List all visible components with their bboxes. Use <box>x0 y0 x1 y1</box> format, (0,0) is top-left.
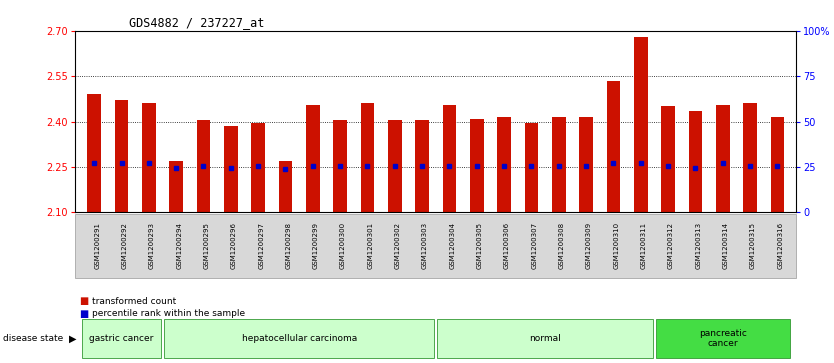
Text: GSM1200295: GSM1200295 <box>203 223 209 269</box>
Bar <box>169 161 183 212</box>
Bar <box>388 120 402 212</box>
Text: GSM1200312: GSM1200312 <box>668 223 674 269</box>
Bar <box>771 117 784 212</box>
Text: hepatocellular carcinoma: hepatocellular carcinoma <box>242 334 357 343</box>
Text: GSM1200298: GSM1200298 <box>285 223 291 269</box>
Text: GSM1200308: GSM1200308 <box>559 223 565 269</box>
Bar <box>661 106 675 212</box>
Bar <box>142 103 156 212</box>
Text: GSM1200304: GSM1200304 <box>450 223 455 269</box>
Text: GSM1200294: GSM1200294 <box>176 223 182 269</box>
Text: GSM1200296: GSM1200296 <box>231 223 237 269</box>
Bar <box>224 126 238 212</box>
Bar <box>88 94 101 212</box>
Text: pancreatic
cancer: pancreatic cancer <box>699 329 746 348</box>
Text: GSM1200310: GSM1200310 <box>613 223 620 269</box>
Text: GSM1200305: GSM1200305 <box>477 223 483 269</box>
Text: GSM1200299: GSM1200299 <box>313 223 319 269</box>
Text: GSM1200307: GSM1200307 <box>531 223 537 269</box>
Text: ■: ■ <box>79 296 88 306</box>
Text: GSM1200292: GSM1200292 <box>122 223 128 269</box>
Bar <box>689 111 702 212</box>
Bar <box>552 117 565 212</box>
Text: disease state: disease state <box>3 334 63 343</box>
Text: GSM1200306: GSM1200306 <box>504 223 510 269</box>
Text: normal: normal <box>530 334 561 343</box>
Bar <box>251 123 265 212</box>
Text: ■: ■ <box>79 309 88 319</box>
Text: GSM1200309: GSM1200309 <box>586 223 592 269</box>
Text: GSM1200316: GSM1200316 <box>777 223 783 269</box>
Bar <box>716 105 730 212</box>
Bar <box>497 117 511 212</box>
Text: GSM1200314: GSM1200314 <box>723 223 729 269</box>
Bar <box>360 103 374 212</box>
Text: GSM1200303: GSM1200303 <box>422 223 428 269</box>
Bar <box>580 117 593 212</box>
Text: GSM1200302: GSM1200302 <box>394 223 401 269</box>
Bar <box>334 120 347 212</box>
Text: gastric cancer: gastric cancer <box>89 334 153 343</box>
Bar <box>443 105 456 212</box>
Bar <box>115 101 128 212</box>
Text: GSM1200291: GSM1200291 <box>94 223 100 269</box>
Text: GDS4882 / 237227_at: GDS4882 / 237227_at <box>129 16 264 29</box>
Text: GSM1200297: GSM1200297 <box>259 223 264 269</box>
Bar <box>525 123 538 212</box>
Bar <box>306 105 319 212</box>
Bar <box>197 120 210 212</box>
Text: GSM1200311: GSM1200311 <box>641 223 646 269</box>
Bar <box>279 161 292 212</box>
Text: transformed count: transformed count <box>92 297 176 306</box>
Bar <box>415 120 429 212</box>
Bar <box>743 103 756 212</box>
Bar <box>470 119 484 212</box>
Text: GSM1200301: GSM1200301 <box>368 223 374 269</box>
Text: GSM1200293: GSM1200293 <box>148 223 155 269</box>
Text: ▶: ▶ <box>69 334 77 343</box>
Text: GSM1200315: GSM1200315 <box>750 223 756 269</box>
Text: percentile rank within the sample: percentile rank within the sample <box>92 310 245 318</box>
Text: GSM1200300: GSM1200300 <box>340 223 346 269</box>
Bar <box>606 81 620 212</box>
Bar <box>634 37 647 212</box>
Text: GSM1200313: GSM1200313 <box>696 223 701 269</box>
